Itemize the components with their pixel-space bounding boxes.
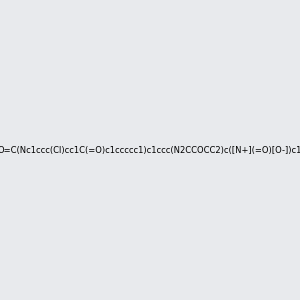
Text: O=C(Nc1ccc(Cl)cc1C(=O)c1ccccc1)c1ccc(N2CCOCC2)c([N+](=O)[O-])c1: O=C(Nc1ccc(Cl)cc1C(=O)c1ccccc1)c1ccc(N2C… — [0, 146, 300, 154]
